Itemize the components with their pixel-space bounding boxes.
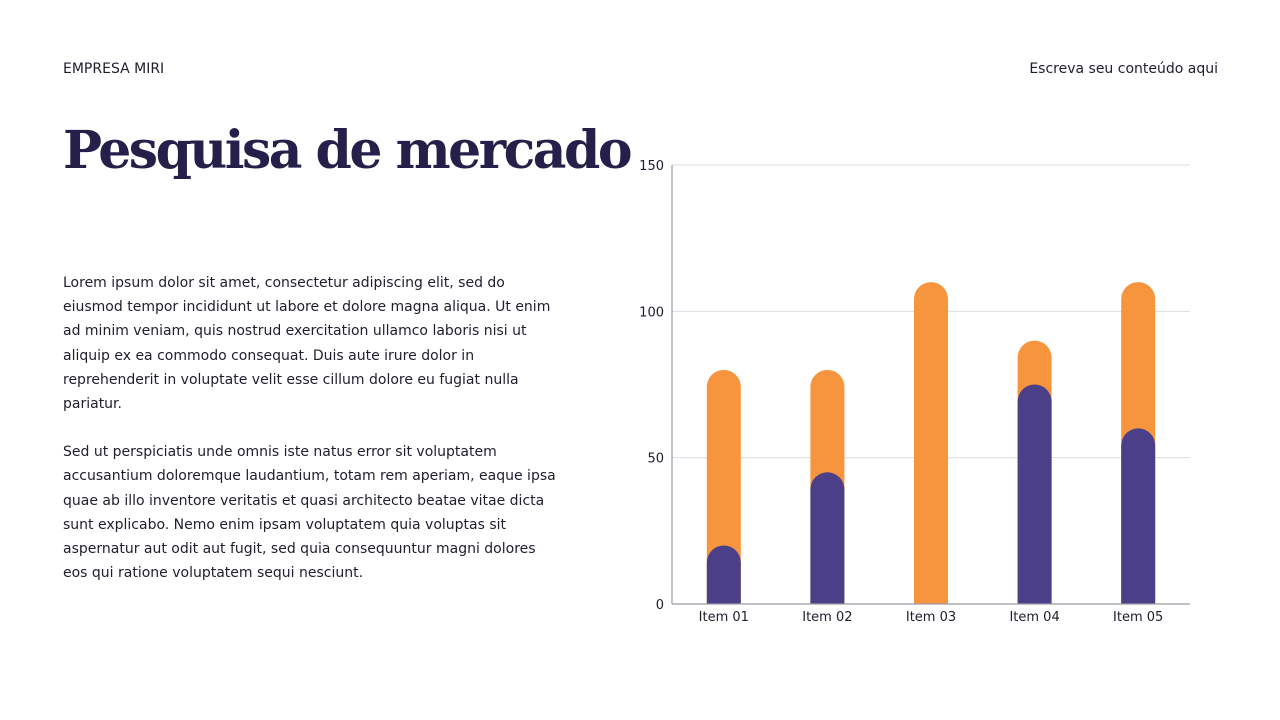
brand-name: EMPRESA MIRI [63, 61, 165, 77]
bar-series-2 [706, 545, 741, 604]
page-title: Pesquisa de mercado [63, 120, 633, 181]
bar-series-1 [914, 282, 948, 604]
y-tick-label: 150 [639, 159, 664, 174]
paragraph: Lorem ipsum dolor sit amet, consectetur … [63, 275, 551, 413]
x-tick-label: Item 02 [802, 610, 852, 625]
bar-series-2 [1121, 428, 1156, 604]
tagline: Escreva seu conteúdo aqui [1029, 61, 1218, 77]
y-tick-label: 100 [639, 305, 664, 320]
x-tick-label: Item 01 [699, 610, 749, 625]
bar-series-2 [1017, 384, 1052, 604]
y-tick-label: 50 [647, 452, 664, 467]
y-tick-label: 0 [656, 598, 664, 613]
bar-series-1 [706, 369, 741, 604]
body-text: Lorem ipsum dolor sit amet, consectetur … [63, 271, 563, 609]
x-tick-label: Item 05 [1113, 610, 1163, 625]
x-tick-label: Item 03 [906, 610, 956, 625]
bar-series-2 [810, 472, 845, 604]
x-tick-label: Item 04 [1009, 610, 1059, 625]
paragraph: Sed ut perspiciatis unde omnis iste natu… [63, 444, 556, 582]
